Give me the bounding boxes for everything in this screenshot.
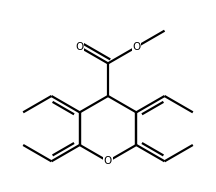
Text: O: O xyxy=(76,42,84,52)
Text: O: O xyxy=(104,156,112,166)
Text: O: O xyxy=(132,42,140,52)
